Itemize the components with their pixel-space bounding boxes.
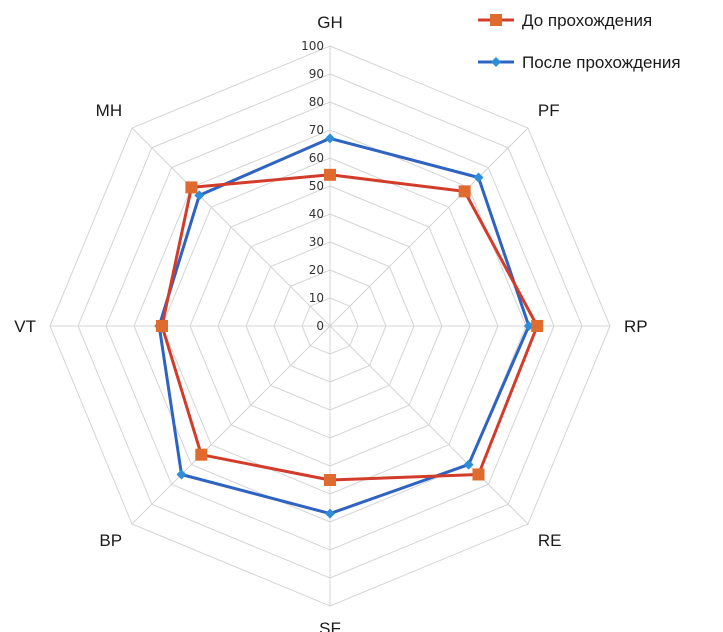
legend-item: До прохождения <box>478 11 652 30</box>
legend-item: После прохождения <box>478 53 681 72</box>
grid <box>49 45 611 607</box>
tick-label: 10 <box>309 291 324 305</box>
legend-label: После прохождения <box>522 53 681 72</box>
axis-label-re: RE <box>538 531 562 550</box>
data-point <box>325 508 335 519</box>
legend-swatch-marker <box>490 14 502 26</box>
data-point <box>324 474 336 486</box>
axis-label-bp: BP <box>99 531 122 550</box>
tick-label: 0 <box>316 319 324 333</box>
data-point <box>473 172 484 183</box>
axis-label-mh: MH <box>96 101 122 120</box>
axis-label-vt: VT <box>14 317 36 336</box>
tick-label: 20 <box>309 263 324 277</box>
data-point <box>531 320 544 332</box>
tick-label: 30 <box>309 235 324 249</box>
tick-label: 40 <box>309 207 324 221</box>
legend: До прохождения После прохождения <box>478 11 681 72</box>
tick-label: 60 <box>309 151 324 165</box>
grid-spoke <box>131 127 331 327</box>
tick-label: 70 <box>309 123 324 137</box>
series <box>154 133 544 519</box>
data-point <box>176 469 187 480</box>
series-1 <box>156 168 544 486</box>
grid-spoke <box>329 325 529 525</box>
data-point <box>156 320 168 332</box>
axis-label-gh: GH <box>317 13 343 32</box>
data-point <box>185 181 198 194</box>
legend-swatch-marker <box>491 57 501 67</box>
axis-labels: GH PF RP RE SF BP VT MH <box>14 13 647 632</box>
grid-spoke <box>131 325 331 525</box>
radial-tick-labels: 0 10 20 30 40 50 60 70 80 90 100 <box>301 39 324 333</box>
grid-spoke <box>329 127 529 327</box>
data-point <box>324 168 336 181</box>
tick-label: 50 <box>309 179 324 193</box>
axis-label-rp: RP <box>624 317 648 336</box>
axis-label-sf: SF <box>319 619 341 632</box>
data-point <box>472 468 485 481</box>
data-point <box>463 459 474 470</box>
axis-label-pf: PF <box>538 101 560 120</box>
tick-label: 100 <box>301 39 324 53</box>
data-point <box>325 133 335 144</box>
data-point <box>195 448 208 461</box>
tick-label: 90 <box>309 67 324 81</box>
series-2 <box>154 133 534 519</box>
data-point <box>458 185 471 198</box>
tick-label: 80 <box>309 95 324 109</box>
legend-label: До прохождения <box>522 11 652 30</box>
